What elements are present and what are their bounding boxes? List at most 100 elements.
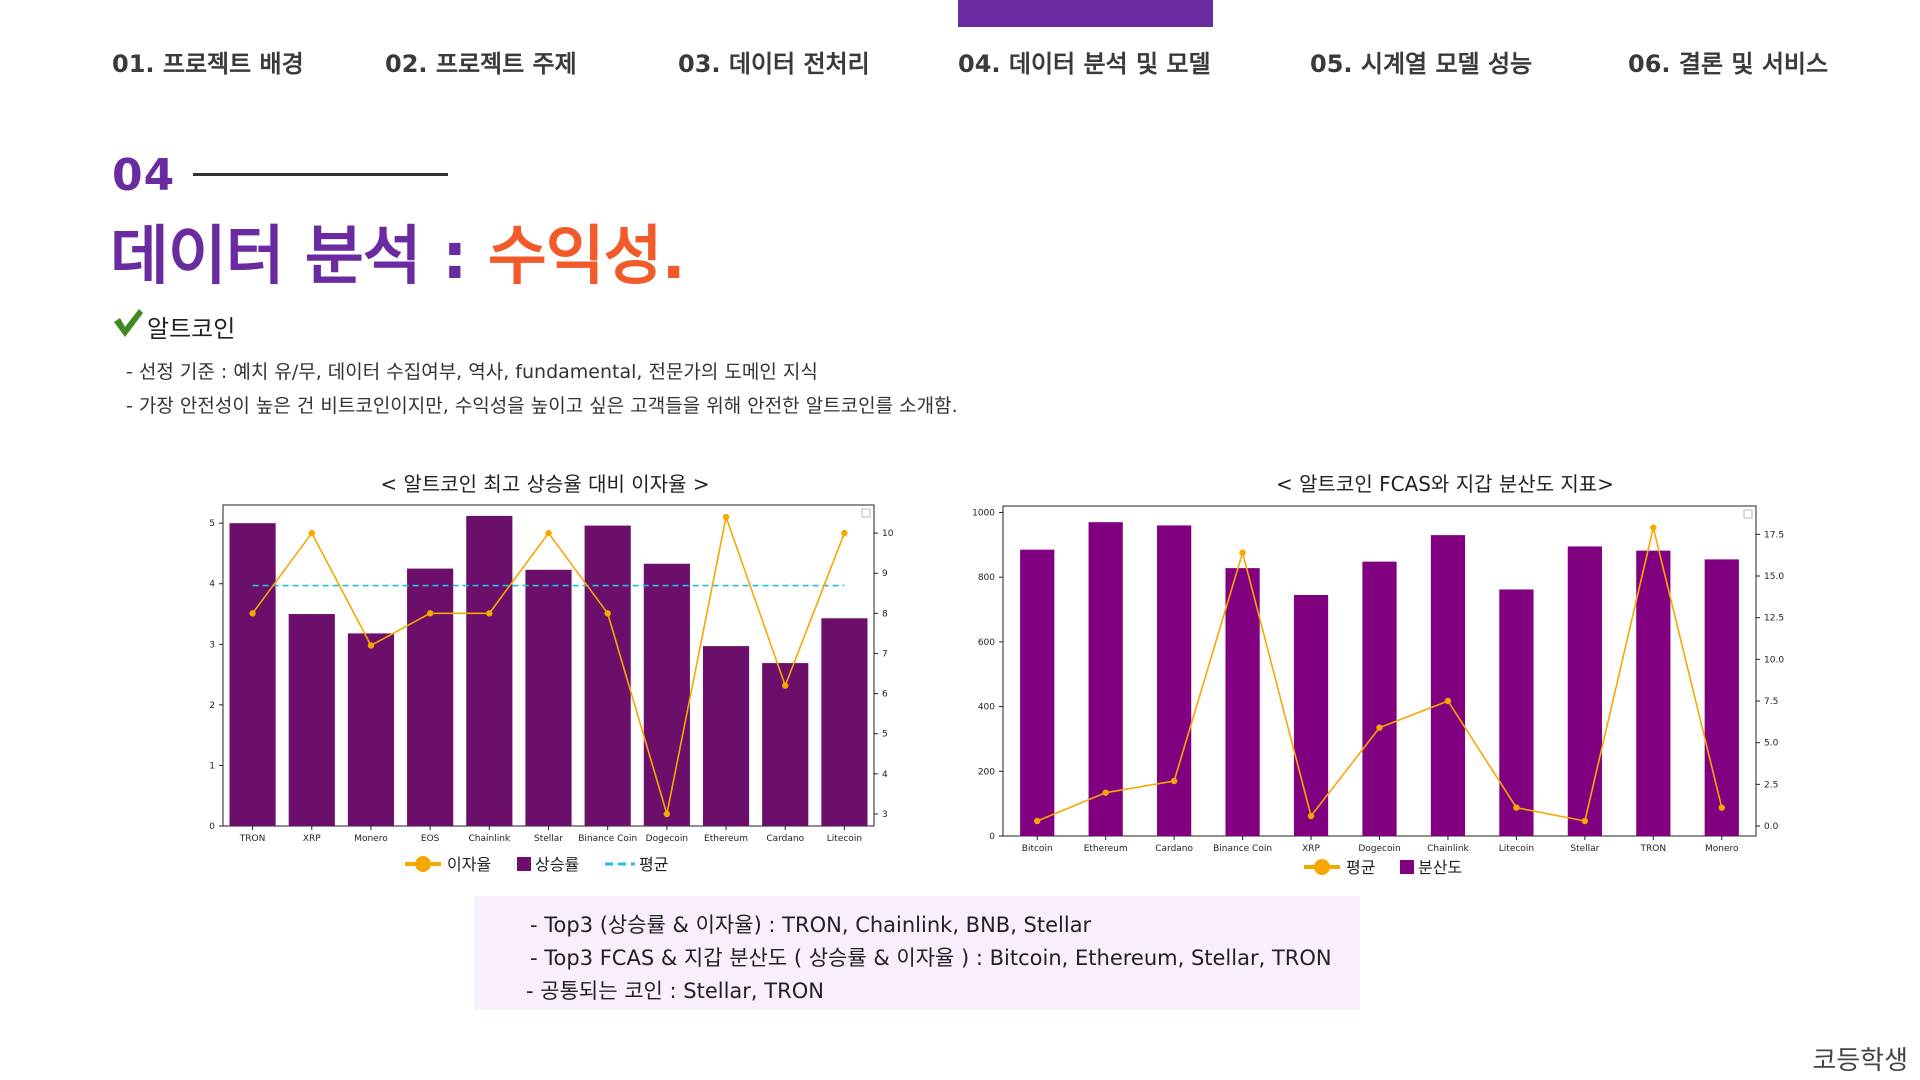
right-axis-tick-label: 4: [882, 770, 888, 780]
section-number: 04: [112, 150, 176, 201]
line-point-binance-coin: [604, 610, 611, 617]
left-axis-tick-label: 1: [209, 761, 215, 771]
bar-xrp: [288, 614, 335, 826]
x-axis-tick-label: Litecoin: [1499, 844, 1534, 854]
summary-line-top3-fcas: - Top3 FCAS & 지갑 분산도 ( 상승률 & 이자율 ) : Bit…: [530, 946, 1332, 970]
left-axis-tick-label: 1000: [972, 508, 995, 518]
left-axis-tick-label: 800: [978, 573, 995, 583]
plot-frame: [1002, 505, 1757, 837]
legend-label: 평균: [639, 855, 668, 874]
left-axis-tick-label: 200: [978, 767, 995, 777]
line-point-dogecoin: [1376, 724, 1383, 731]
line-point-monero: [1718, 804, 1725, 811]
line-point-binance-coin: [1239, 549, 1246, 556]
top-nav: 01. 프로젝트 배경 02. 프로젝트 주제 03. 데이터 전처리 04. …: [0, 44, 1920, 84]
bar-monero: [347, 633, 395, 826]
right-axis-tick-label: 9: [882, 569, 888, 579]
bar-stellar: [1567, 546, 1602, 836]
right-axis-tick-label: 10: [882, 529, 894, 539]
summary-box: - Top3 (상승률 & 이자율) : TRON, Chainlink, BN…: [474, 896, 1360, 1010]
nav-item-analysis[interactable]: 04. 데이터 분석 및 모델: [958, 50, 1211, 78]
active-tab-indicator: [958, 0, 1213, 27]
legend-label: 평균: [1346, 858, 1375, 877]
bar-chainlink: [1430, 535, 1466, 836]
chart-1-title: < 알트코인 최고 상승율 대비 이자율 >: [380, 472, 710, 496]
bar-eos: [407, 568, 454, 826]
nav-item-conclusion[interactable]: 06. 결론 및 서비스: [1628, 50, 1829, 78]
page-title-accent: 수익성.: [487, 220, 686, 294]
x-axis-tick-label: Stellar: [534, 834, 563, 844]
legend-bar-swatch: [1400, 860, 1414, 874]
x-axis-tick-label: XRP: [303, 834, 321, 844]
line-point-tron: [249, 610, 256, 617]
left-axis-tick-label: 3: [209, 640, 215, 650]
legend-label: 상승률: [535, 855, 579, 874]
x-axis-tick-label: Dogecoin: [1358, 844, 1400, 854]
plot-frame: [222, 504, 875, 827]
nav-item-background[interactable]: 01. 프로젝트 배경: [112, 50, 304, 78]
line-point-cardano: [1170, 777, 1178, 785]
bar-litecoin: [821, 618, 868, 826]
right-axis-tick-label: 0.0: [1764, 822, 1779, 832]
bar-bitcoin: [1020, 549, 1055, 836]
line-point-stellar: [545, 529, 552, 537]
left-axis-tick-label: 0: [209, 822, 215, 832]
x-axis-tick-label: Bitcoin: [1022, 844, 1053, 854]
line-point-tron: [1650, 524, 1657, 531]
bar-stellar: [525, 569, 572, 826]
x-axis-tick-label: Dogecoin: [646, 834, 688, 844]
nav-item-preprocessing[interactable]: 03. 데이터 전처리: [678, 50, 870, 78]
footer-brand: 코등학생: [1812, 1046, 1908, 1076]
line-series-interest: [1036, 527, 1723, 822]
bar-litecoin: [1499, 589, 1534, 836]
x-axis-tick-label: EOS: [421, 834, 440, 844]
check-icon: [114, 309, 143, 337]
bar-monero: [1704, 559, 1739, 836]
left-axis-tick-label: 5: [209, 519, 215, 529]
line-point-litecoin: [1513, 804, 1520, 811]
page-title-main: 데이터 분석 :: [110, 220, 488, 294]
bar-dogecoin: [643, 563, 690, 826]
line-series-interest: [251, 514, 846, 815]
nav-item-topic[interactable]: 02. 프로젝트 주제: [385, 50, 577, 78]
left-axis-tick-label: 2: [209, 701, 215, 711]
line-point-eos: [426, 610, 434, 617]
right-axis-tick-label: 7.5: [1764, 697, 1778, 707]
bar-chainlink: [466, 515, 513, 826]
x-axis-tick-label: Binance Coin: [578, 834, 637, 844]
legend-label: 분산도: [1418, 858, 1462, 877]
bar-dogecoin: [1362, 561, 1397, 836]
right-axis-tick-label: 3: [882, 810, 888, 820]
x-axis-tick-label: Cardano: [1155, 844, 1193, 854]
x-axis-tick-label: Chainlink: [1427, 844, 1469, 854]
line-point-xrp: [308, 529, 315, 537]
bar-xrp: [1293, 594, 1329, 836]
line-point-ethereum: [722, 513, 730, 521]
bar-binance-coin: [1225, 568, 1260, 836]
line-point-chainlink: [486, 610, 493, 617]
chart-2-title: < 알트코인 FCAS와 지갑 분산도 지표>: [1276, 472, 1614, 496]
line-point-chainlink: [1444, 697, 1452, 705]
x-axis-tick-label: Chainlink: [469, 834, 511, 844]
right-axis-tick-label: 15.0: [1764, 572, 1784, 582]
left-axis-tick-label: 4: [209, 580, 215, 590]
line-point-dogecoin: [663, 810, 671, 818]
legend-placeholder-box: [861, 508, 871, 518]
line-point-ethereum: [1102, 789, 1109, 796]
legend-line-marker: [415, 856, 431, 872]
intro-heading: 알트코인: [147, 315, 236, 343]
x-axis-tick-label: Ethereum: [1084, 844, 1128, 854]
nav-item-timeseries[interactable]: 05. 시계열 모델 성능: [1310, 50, 1533, 78]
right-axis-tick-label: 7: [882, 649, 888, 659]
section-divider: [193, 173, 448, 176]
x-axis-tick-label: TRON: [239, 834, 266, 844]
x-axis-tick-label: Ethereum: [704, 834, 748, 844]
x-axis-tick-label: Litecoin: [827, 834, 862, 844]
x-axis-tick-label: Monero: [1705, 844, 1739, 854]
legend-placeholder-box: [1743, 509, 1753, 519]
line-point-litecoin: [841, 529, 848, 537]
right-axis-tick-label: 5.0: [1764, 739, 1779, 749]
legend-label: 이자율: [447, 855, 491, 874]
left-axis-tick-label: 400: [978, 703, 995, 713]
legend-line-marker: [1314, 859, 1330, 875]
